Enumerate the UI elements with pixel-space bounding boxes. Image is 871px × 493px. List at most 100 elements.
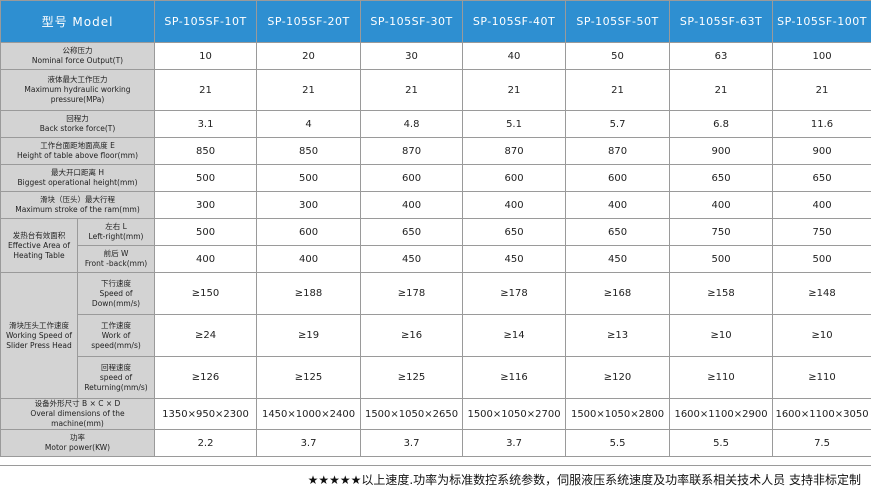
spec-value: ≥148 [773,273,871,315]
spec-value: ≥10 [670,315,773,357]
spec-value: 870 [361,138,463,165]
spec-value: ≥125 [257,357,361,399]
model-header: 型号 Model [1,1,155,43]
spec-value: ≥16 [361,315,463,357]
model-column: SP-105SF-20T [257,1,361,43]
spec-sublabel-line: Work of [78,331,154,341]
spec-label-line: Back storke force(T) [1,124,154,134]
spec-value: 300 [155,192,257,219]
spec-value: 600 [257,219,361,246]
speed-group-label-line: Slider Press Head [1,341,77,351]
spec-value: 600 [463,165,566,192]
spec-label-line: Nominal force Output(T) [1,56,154,66]
model-column: SP-105SF-63T [670,1,773,43]
spec-value: ≥150 [155,273,257,315]
spec-table: 型号 Model SP-105SF-10T SP-105SF-20T SP-10… [0,0,871,457]
spec-sublabel-line: 下行速度 [78,279,154,289]
spec-value: ≥13 [566,315,670,357]
heating-group-label-line: Effective Area of [1,241,77,251]
spec-value: 21 [361,70,463,111]
speed-group-label-line: 滑块压头工作速度 [1,321,77,331]
spec-value: 450 [463,246,566,273]
model-column: SP-105SF-10T [155,1,257,43]
spec-value: 400 [463,192,566,219]
spec-value: 870 [566,138,670,165]
spec-label-line: pressure(MPa) [1,95,154,105]
spec-value: ≥19 [257,315,361,357]
spec-value: 20 [257,43,361,70]
footer-note: ★★★★★以上速度.功率为标准数控系统参数，伺服液压系统速度及功率联系相关技术人… [0,465,871,493]
spec-sublabel-line: speed of [78,373,154,383]
spec-value: 400 [361,192,463,219]
spec-value: 1500×1050×2700 [463,399,566,430]
spec-label-line: Height of table above floor(mm) [1,151,154,161]
spec-value: 400 [257,246,361,273]
footer-note-text: ★★★★★以上速度.功率为标准数控系统参数，伺服液压系统速度及功率联系相关技术人… [308,471,861,488]
spec-label-line: 滑块（压头）最大行程 [1,195,154,205]
spec-label-line: Maximum stroke of the ram(mm) [1,205,154,215]
spec-value: 650 [566,219,670,246]
spec-sublabel-line: 左右 L [78,222,154,232]
spec-value: 10 [155,43,257,70]
spec-value: ≥168 [566,273,670,315]
spec-value: 21 [463,70,566,111]
spec-value: ≥188 [257,273,361,315]
spec-value: 300 [257,192,361,219]
spec-value: ≥110 [670,357,773,399]
model-column: SP-105SF-100T [773,1,871,43]
spec-label-line: 最大开口距离 H [1,168,154,178]
spec-value: 63 [670,43,773,70]
spec-value: 1600×1100×3050 [773,399,871,430]
spec-value: ≥178 [463,273,566,315]
spec-value: 5.7 [566,111,670,138]
spec-value: 3.1 [155,111,257,138]
spec-value: 650 [670,165,773,192]
spec-value: 7.5 [773,430,871,457]
spec-value: 21 [773,70,871,111]
spec-value: 30 [361,43,463,70]
spec-sublabel-line: 前后 W [78,249,154,259]
spec-value: ≥24 [155,315,257,357]
spec-label-line: Biggest operational height(mm) [1,178,154,188]
spec-value: 600 [361,165,463,192]
spec-value: 500 [670,246,773,273]
spec-value: 400 [155,246,257,273]
spec-value: 870 [463,138,566,165]
spec-value: ≥158 [670,273,773,315]
spec-value: 5.1 [463,111,566,138]
spec-value: 21 [257,70,361,111]
spec-label-line: 公称压力 [1,46,154,56]
spec-label-line: Overal dimensions of the [1,409,154,419]
spec-value: ≥14 [463,315,566,357]
spec-value: 650 [361,219,463,246]
spec-sublabel-line: Speed of [78,289,154,299]
spec-label-line: 液体最大工作压力 [1,75,154,85]
spec-value: 1500×1050×2800 [566,399,670,430]
spec-value: 650 [463,219,566,246]
spec-value: 400 [670,192,773,219]
spec-sublabel-line: Front -back(mm) [78,259,154,269]
spec-value: 650 [773,165,871,192]
spec-value: 400 [773,192,871,219]
spec-sublabel-line: Returning(mm/s) [78,383,154,393]
spec-value: 850 [155,138,257,165]
spec-value: 600 [566,165,670,192]
